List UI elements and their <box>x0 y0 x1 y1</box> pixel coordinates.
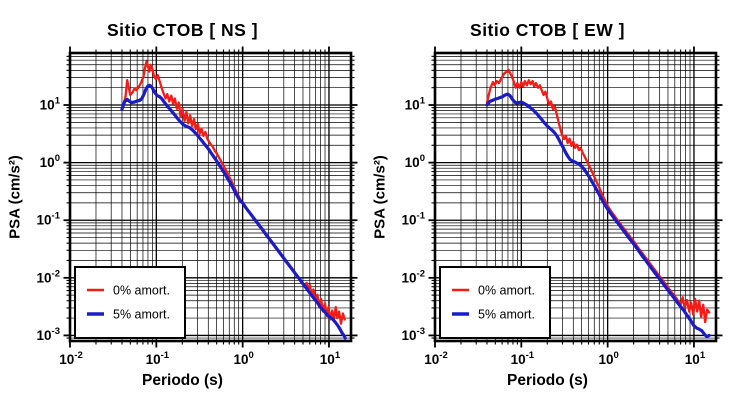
tick-label: 10-1 <box>402 211 426 228</box>
legend-label-5pct: 5% amort. <box>113 308 170 322</box>
x-axis-label-ew: Periodo (s) <box>507 372 588 389</box>
tick-label: 101 <box>40 96 61 113</box>
tick-label: 10-1 <box>146 350 170 367</box>
x-axis-label-ns: Periodo (s) <box>142 372 223 389</box>
legend-label-5pct: 5% amort. <box>478 308 535 322</box>
legend-box <box>74 266 186 339</box>
tick-label: 10-2 <box>37 268 60 285</box>
plot-frame <box>433 51 718 343</box>
legend: 0% amort. 5% amort. <box>439 266 551 339</box>
series-group <box>120 60 347 340</box>
tick-label: 10-3 <box>37 326 60 343</box>
plot-svg-0: 10-2 10-1 100 101 101 100 10-1 10-2 10-3 0% amort… <box>37 46 358 367</box>
x-tick-labels: 10-2 10-1 100 101 <box>424 350 706 367</box>
plot-ns: Sitio CTOB [ NS ] PSA (cm/s²) 10-2 10-1 10… <box>0 0 365 400</box>
tick-label: 10-3 <box>402 326 425 343</box>
tick-label: 101 <box>405 96 426 113</box>
tick-label: 10-2 <box>424 350 447 367</box>
tick-label: 100 <box>233 350 253 367</box>
plot-ew: Sitio CTOB [ EW ] PSA (cm/s²) 10-2 10-1 10… <box>365 0 730 400</box>
plot-title-ew: Sitio CTOB [ EW ] <box>470 20 625 40</box>
y-tick-labels: 101 100 10-1 10-2 10-3 <box>402 96 426 343</box>
tick-label: 101 <box>685 350 706 367</box>
tick-label: 100 <box>405 153 425 170</box>
series-line-5pct <box>120 83 347 340</box>
tick-label: 101 <box>320 350 341 367</box>
tick-label: 10-1 <box>511 350 535 367</box>
tick-label: 10-1 <box>37 211 61 228</box>
grid <box>69 53 351 341</box>
legend: 0% amort. 5% amort. <box>74 266 186 339</box>
tick-label: 10-2 <box>59 350 82 367</box>
plot-svg-1: 10-2 10-1 100 101 101 100 10-1 10-2 10-3 0% amort… <box>402 46 723 367</box>
tick-label: 100 <box>40 153 60 170</box>
plot-title-ns: Sitio CTOB [ NS ] <box>106 20 259 40</box>
legend-label-0pct: 0% amort. <box>113 284 170 298</box>
tick-label: 10-2 <box>402 268 425 285</box>
x-tick-labels: 10-2 10-1 100 101 <box>59 350 341 367</box>
series-line-0pct <box>120 60 346 325</box>
y-tick-labels: 101 100 10-1 10-2 10-3 <box>37 96 61 343</box>
tick-label: 100 <box>598 350 618 367</box>
legend-box <box>439 266 551 339</box>
plot-canvas-ns: 10-2 10-1 100 101 101 100 10-1 10-2 10-3 0% amort… <box>0 0 365 400</box>
series-line-0pct <box>485 68 711 324</box>
legend-label-0pct: 0% amort. <box>478 284 535 298</box>
plot-canvas-ew: 10-2 10-1 100 101 101 100 10-1 10-2 10-3 0% amort… <box>365 0 730 400</box>
series-group <box>485 68 711 339</box>
plot-frame <box>68 51 353 343</box>
series-line-5pct <box>485 92 711 339</box>
